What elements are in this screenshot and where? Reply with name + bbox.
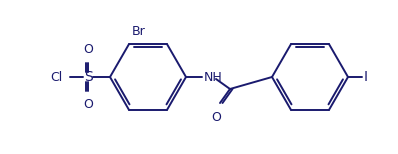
Text: O: O	[211, 111, 221, 124]
Text: I: I	[364, 70, 368, 84]
Text: Br: Br	[132, 25, 146, 38]
Text: Cl: Cl	[50, 71, 62, 83]
Text: O: O	[83, 98, 93, 111]
Text: NH: NH	[204, 71, 223, 83]
Text: O: O	[83, 43, 93, 56]
Text: S: S	[84, 70, 92, 84]
